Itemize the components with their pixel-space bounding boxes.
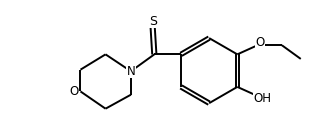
Text: O: O bbox=[256, 35, 265, 48]
Text: OH: OH bbox=[253, 92, 272, 105]
Text: N: N bbox=[127, 65, 135, 78]
Text: S: S bbox=[149, 15, 157, 28]
Text: O: O bbox=[69, 85, 79, 98]
